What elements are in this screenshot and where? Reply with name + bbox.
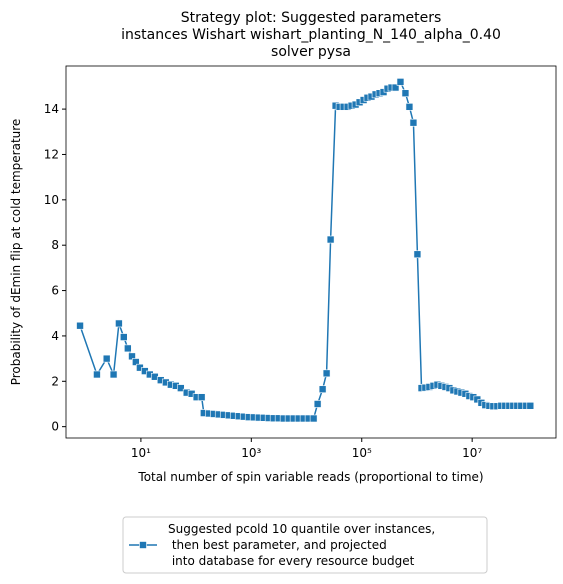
marker (322, 369, 331, 378)
marker (401, 89, 410, 98)
marker (76, 321, 84, 330)
marker (309, 414, 318, 423)
legend-marker (139, 541, 147, 549)
marker (93, 370, 101, 379)
y-tick-label: 14 (44, 102, 59, 116)
y-tick-label: 12 (44, 147, 59, 161)
y-tick-label: 2 (51, 374, 59, 388)
marker (396, 78, 405, 86)
y-tick-label: 10 (44, 193, 59, 207)
x-tick-label: 10¹ (131, 446, 151, 460)
marker (405, 103, 414, 111)
marker (391, 83, 400, 92)
marker (109, 370, 118, 379)
plot-frame (65, 65, 557, 439)
marker (132, 358, 140, 366)
x-axis-label: Total number of spin variable reads (pro… (137, 470, 483, 484)
marker (177, 384, 185, 392)
marker (313, 400, 322, 408)
x-tick-label: 10³ (241, 446, 261, 460)
marker (119, 333, 128, 341)
legend-box (122, 516, 488, 574)
marker (526, 401, 535, 410)
y-tick-label: 6 (51, 284, 59, 298)
y-tick-label: 4 (51, 329, 59, 343)
marker (409, 118, 418, 127)
legend-label: Suggested pcold 10 quantile over instanc… (168, 522, 435, 568)
marker (413, 250, 422, 259)
y-tick-label: 0 (51, 420, 59, 434)
marker (197, 393, 206, 401)
marker (115, 319, 123, 328)
marker (124, 344, 132, 353)
marker (326, 235, 335, 244)
y-axis-label: Probability of dEmin flip at cold temper… (9, 119, 23, 386)
x-tick-label: 10⁷ (462, 446, 482, 460)
chart-title: Strategy plot: Suggested parameters (181, 10, 442, 26)
y-tick-label: 8 (51, 238, 59, 252)
marker (102, 354, 111, 363)
marker (318, 385, 327, 394)
chart-title: instances Wishart wishart_planting_N_140… (121, 27, 501, 43)
chart-title: solver pysa (271, 44, 351, 60)
marker (128, 352, 136, 361)
x-tick-label: 10⁵ (352, 446, 372, 460)
